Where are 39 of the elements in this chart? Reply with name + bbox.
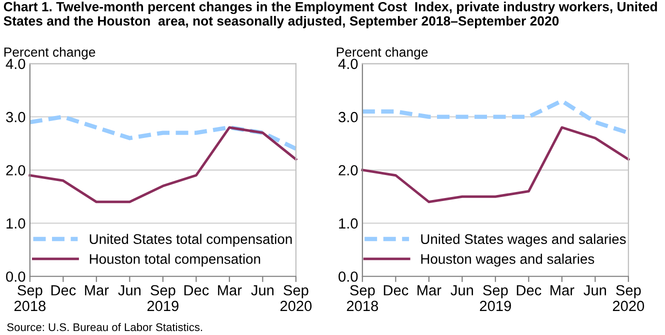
x-tick-label: Mar xyxy=(550,285,574,296)
y-tick-label: 4.0 xyxy=(338,58,358,70)
y-tick-label: 3.0 xyxy=(6,112,26,122)
x-tick-label: Jun xyxy=(251,285,274,296)
legend-label: United States wages and salaries xyxy=(421,234,626,247)
source-note: Source: U.S. Bureau of Labor Statistics. xyxy=(7,322,202,332)
x-tick-label: Sep 2018 xyxy=(14,285,46,312)
x-tick-label: Mar xyxy=(218,285,242,296)
x-tick-label: Sep 2018 xyxy=(346,285,378,312)
y-tick-label: 0.0 xyxy=(338,271,358,282)
y-tick-label: 2.0 xyxy=(6,165,26,176)
y-tick-label: 4.0 xyxy=(6,58,26,70)
x-tick-label: Jun xyxy=(118,285,140,296)
x-tick-label: Sep 2020 xyxy=(612,285,644,312)
text: Chart 1. Twelve-month percent changes in the Employment Cost Index, private industry workers, United States and the Houston area, not seasonally adjusted, September 2018–September 2020 xyxy=(4,2,657,28)
x-tick-label: Sep 2020 xyxy=(280,285,312,312)
legend-label: United States total compensation xyxy=(90,234,292,247)
y-tick-label: 1.0 xyxy=(339,218,358,229)
y-tick-label: 0.0 xyxy=(6,271,26,282)
x-tick-label: Dec xyxy=(384,285,408,296)
x-tick-label: Dec xyxy=(516,285,542,296)
x-tick-label: Mar xyxy=(418,285,442,296)
y-tick-label: 3.0 xyxy=(338,112,358,122)
y-axis-title: Percent change xyxy=(4,47,96,60)
x-tick-label: Dec xyxy=(184,285,209,296)
x-tick-label: Jun xyxy=(450,285,473,296)
x-tick-label: Mar xyxy=(85,285,109,296)
x-tick-label: Dec xyxy=(51,285,76,296)
x-tick-label: Sep 2019 xyxy=(480,285,511,312)
legend-label: Houston total compensation xyxy=(90,254,260,267)
y-tick-label: 2.0 xyxy=(338,165,358,176)
x-tick-label: Jun xyxy=(584,285,606,296)
legend-label: Houston wages and salaries xyxy=(421,254,594,267)
line-series xyxy=(28,126,298,204)
line-series xyxy=(361,126,630,204)
y-axis-title: Percent change xyxy=(336,47,428,60)
y-tick-label: 1.0 xyxy=(6,218,26,229)
x-tick-label: Sep 2019 xyxy=(147,285,178,312)
line-series xyxy=(28,114,298,151)
